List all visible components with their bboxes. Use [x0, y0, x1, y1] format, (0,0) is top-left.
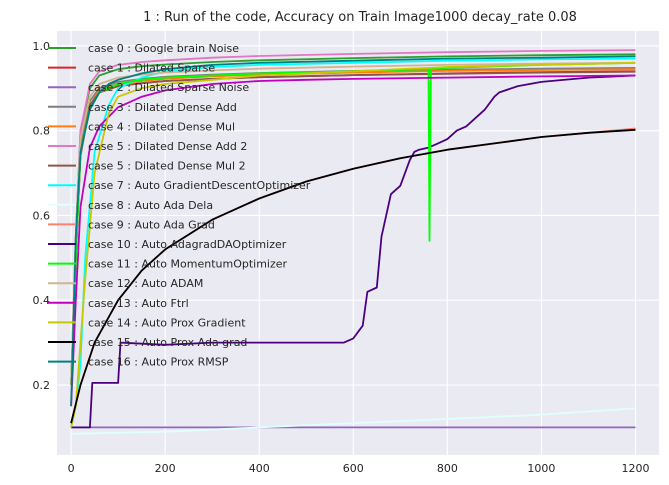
series-line: [70, 55, 636, 407]
legend-entry: case 10 : Auto AdagradDAOptimizer: [88, 238, 287, 251]
legend-entry: case 3 : Dilated Dense Add: [88, 101, 237, 114]
legend-entry: case 14 : Auto Prox Gradient: [88, 316, 246, 329]
x-tick-label: 200: [155, 462, 176, 475]
series-layer: [70, 49, 636, 435]
series-line: [70, 74, 636, 407]
series-line: [71, 407, 636, 435]
series-line: [70, 128, 636, 424]
y-tick-label: 0.4: [33, 294, 51, 307]
x-tick-label: 400: [249, 462, 270, 475]
x-tick-label: 800: [437, 462, 458, 475]
y-tick-label: 0.8: [33, 125, 51, 138]
x-tick-label: 1200: [621, 462, 649, 475]
legend-entry: case 5 : Dilated Dense Add 2: [88, 140, 247, 153]
y-tick-label: 0.6: [33, 209, 51, 222]
legend-entry: case 2 : Dilated Sparse Noise: [88, 81, 249, 94]
series-line: [70, 49, 636, 386]
x-tick-label: 0: [68, 462, 75, 475]
y-tick-label: 1.0: [33, 40, 51, 53]
series-line: [70, 61, 636, 428]
x-tick-label: 1000: [527, 462, 555, 475]
plot-area: [57, 31, 659, 455]
tick-labels: 0 200 400 600 800 1000 1200 0.2 0.4 0.6 0.8 1.0: [33, 40, 650, 475]
series-line: [70, 61, 636, 386]
grid: [57, 31, 659, 455]
legend-entry: case 5 : Dilated Dense Mul 2: [88, 160, 246, 173]
legend-entry: case 1 : Dilated Sparse: [88, 62, 215, 75]
legend-entry: case 12 : Auto ADAM: [88, 277, 203, 290]
series-line: [71, 74, 636, 429]
legend-entry: case 7 : Auto GradientDescentOptimizer: [88, 179, 311, 192]
chart-title: 1 : Run of the code, Accuracy on Train I…: [143, 10, 577, 25]
legend-entry: case 13 : Auto Ftrl: [88, 297, 189, 310]
legend-entry: case 15 : Auto Prox Ada grad: [88, 336, 247, 349]
x-tick-label: 600: [343, 462, 364, 475]
legend-entry: case 0 : Google brain Noise: [88, 42, 239, 55]
legend-entry: case 4 : Dilated Dense Mul: [88, 120, 235, 133]
legend-entry: case 8 : Auto Ada Dela: [88, 199, 213, 212]
legend-entry: case 16 : Auto Prox RMSP: [88, 356, 229, 369]
legend-entry: case 9 : Auto Ada Grad: [88, 218, 215, 231]
legend: case 0 : Google brain Noise case 1 : Dila…: [48, 42, 311, 369]
y-tick-label: 0.2: [33, 379, 51, 392]
legend-entry: case 11 : Auto MomentumOptimizer: [88, 258, 288, 271]
